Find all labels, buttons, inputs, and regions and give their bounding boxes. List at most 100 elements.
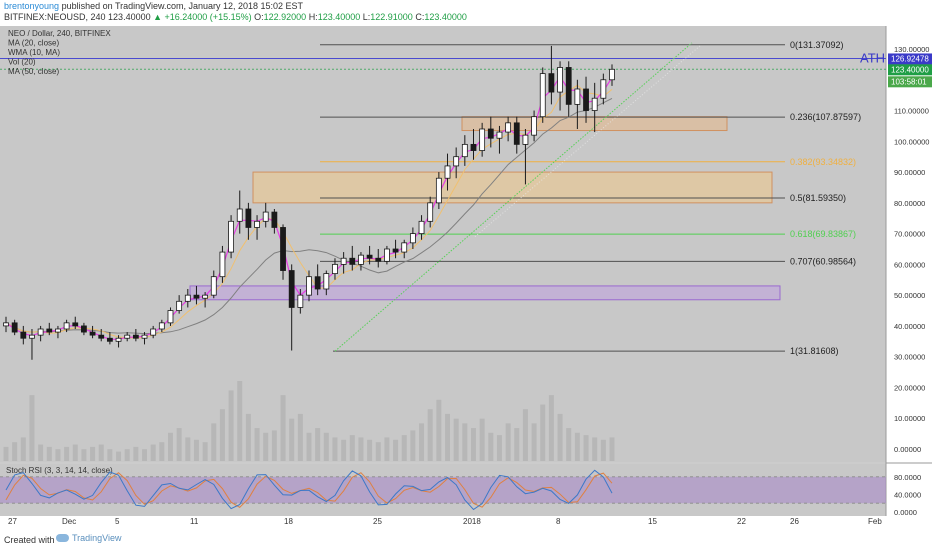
volume-bar [12, 442, 18, 461]
tradingview-cloud-icon [56, 534, 69, 542]
stoch-rsi-tick-label: 40.0000 [894, 490, 921, 499]
candle-body [384, 248, 390, 262]
volume-bar [384, 437, 390, 461]
candle-body [522, 134, 529, 145]
support-zone-purple [189, 285, 781, 301]
candle-body [297, 294, 304, 308]
open-value: 122.92000 [263, 12, 307, 22]
candle-body [210, 276, 217, 296]
candle-body [141, 334, 148, 339]
price-chart[interactable]: 0(131.37092) 0.236(107.87597) 0.382(93.348… [0, 24, 932, 530]
price-tick-label: 70.00000 [894, 230, 925, 239]
volume-bar [237, 381, 243, 461]
volume-bar [427, 409, 433, 461]
low-value: 122.91000 [370, 12, 413, 22]
candle-body [89, 331, 96, 336]
stoch-rsi-tick-label: 80.0000 [894, 473, 921, 482]
candle-body [332, 263, 338, 275]
ath-price-tag [888, 53, 932, 65]
candle-body [565, 67, 572, 105]
candle-body [591, 97, 598, 111]
time-tick-label: 25 [373, 517, 382, 526]
volume-bar [453, 418, 459, 461]
tradingview-brand[interactable]: TradingView [56, 533, 122, 543]
volume-bar [496, 435, 502, 461]
fib-level-label: 0.382(93.34832) [790, 157, 856, 167]
candle-body [176, 300, 183, 311]
price-pane [0, 26, 886, 462]
volume-bar [64, 446, 70, 461]
volume-bar [90, 446, 96, 461]
volume-bar [124, 449, 130, 461]
trend-line-secondary [474, 45, 701, 238]
candle-body [505, 122, 512, 133]
candle-body [167, 310, 174, 324]
volume-bar [297, 413, 303, 461]
legend-item: MA (50, close) [8, 67, 59, 76]
volume-bar [557, 413, 563, 461]
time-tick-label: 11 [190, 517, 199, 526]
candle-body [193, 294, 200, 299]
candle-body [548, 73, 555, 93]
candle-body [574, 88, 581, 105]
time-tick-label: 2018 [463, 517, 481, 526]
candle-body [375, 257, 382, 262]
price-tick-label: 90.00000 [894, 168, 925, 177]
price-tick-label: 110.00000 [894, 107, 929, 116]
time-tick-label: 15 [648, 517, 657, 526]
ath-price-tag-label: 126.92478 [891, 54, 929, 63]
candle-body [487, 128, 494, 139]
open-label: O: [254, 12, 264, 22]
fib-level-label: 0.707(60.98564) [790, 256, 856, 266]
volume-bar [540, 404, 546, 461]
candle-body [219, 251, 226, 278]
fib-level-label: 0(131.37092) [790, 40, 844, 50]
volume-bar [280, 395, 286, 461]
volume-bar [228, 390, 234, 461]
candle-body [366, 254, 373, 259]
volume-bar [445, 413, 451, 461]
volume-bar [3, 446, 9, 461]
price-tick-label: 0.00000 [894, 445, 921, 454]
price-tick-label: 50.00000 [894, 291, 925, 300]
candle-body [306, 276, 312, 296]
volume-bar [211, 423, 217, 461]
candle-body [401, 242, 408, 253]
time-tick-label: 5 [115, 517, 120, 526]
time-tick-label: Dec [62, 517, 76, 526]
fib-level-label: 0.236(107.87597) [790, 112, 861, 122]
volume-bar [436, 399, 442, 461]
candle-body [3, 322, 9, 327]
change-label: ▲ +16.24000 (+15.15%) [153, 12, 252, 22]
candle-body [409, 233, 416, 244]
candle-body [288, 270, 295, 308]
countdown-tag [888, 76, 932, 88]
volume-bar [20, 437, 26, 461]
close-label: C: [415, 12, 425, 22]
volume-bar [522, 409, 528, 461]
volume-bar [531, 423, 537, 461]
candle-body [600, 79, 607, 99]
last-price-tag-label: 123.40000 [891, 65, 929, 74]
legend-item: Vol (20) [8, 58, 36, 67]
volume-bar [72, 444, 78, 461]
candle-body [470, 143, 477, 151]
volume-bar [609, 437, 615, 461]
volume-bar [315, 428, 321, 461]
candle-body [539, 73, 546, 118]
legend-item: NEO / Dollar, 240, BITFINEX [8, 29, 111, 38]
candle-body [132, 334, 139, 339]
publish-line: brentonyoung published on TradingView.co… [4, 1, 303, 12]
price-tick-label: 10.00000 [894, 414, 925, 423]
candle-body [392, 248, 399, 253]
candle-body [55, 328, 61, 333]
candle-body [254, 220, 260, 228]
author-link[interactable]: brentonyoung [4, 1, 60, 11]
volume-bar [150, 444, 156, 461]
candle-body [349, 257, 356, 265]
candle-body [202, 294, 209, 299]
footer: Created with TradingView [0, 530, 932, 550]
candle-body [150, 328, 157, 336]
volume-bar [98, 444, 104, 461]
volume-bar [133, 446, 139, 461]
